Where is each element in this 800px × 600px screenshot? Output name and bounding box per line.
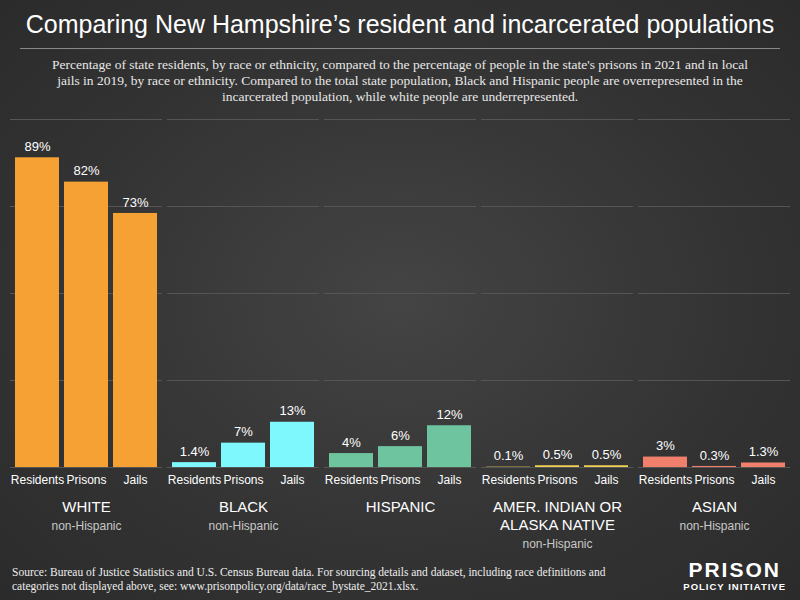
svg-text:6%: 6% xyxy=(391,428,410,443)
svg-text:13%: 13% xyxy=(279,403,305,418)
svg-text:4%: 4% xyxy=(342,435,361,450)
svg-text:3%: 3% xyxy=(656,438,675,453)
html-text:Percentage of state residents,: Percentage of state residents, by race o… xyxy=(52,57,748,104)
svg-text:WHITE: WHITE xyxy=(62,498,110,515)
html-text:Source: Bureau of Justice Stat: Source: Bureau of Justice Statistics and… xyxy=(12,566,606,592)
svg-text:non-Hispanic: non-Hispanic xyxy=(679,519,749,533)
svg-text:AMER. INDIAN ORALASKA NATIVE: AMER. INDIAN ORALASKA NATIVE xyxy=(493,498,622,533)
svg-text:Prisons: Prisons xyxy=(380,473,420,487)
svg-text:Prisons: Prisons xyxy=(694,473,734,487)
svg-text:Prisons: Prisons xyxy=(66,473,106,487)
svg-text:non-Hispanic: non-Hispanic xyxy=(522,537,592,551)
svg-text:Residents: Residents xyxy=(11,473,64,487)
svg-text:12%: 12% xyxy=(436,407,462,422)
html-text:POLICY INITIATIVE: POLICY INITIATIVE xyxy=(683,581,786,592)
svg-text:Prisons: Prisons xyxy=(537,473,577,487)
svg-text:Jails: Jails xyxy=(594,473,618,487)
html-text:Comparing New Hampshire’s resi: Comparing New Hampshire’s resident and i… xyxy=(25,10,775,38)
svg-text:Residents: Residents xyxy=(168,473,221,487)
svg-text:1.4%: 1.4% xyxy=(180,444,210,459)
svg-text:0.1%: 0.1% xyxy=(494,448,524,463)
svg-text:BLACK: BLACK xyxy=(219,498,268,515)
svg-text:Residents: Residents xyxy=(325,473,378,487)
svg-text:ASIAN: ASIAN xyxy=(692,498,737,515)
svg-text:Jails: Jails xyxy=(437,473,461,487)
svg-text:HISPANIC: HISPANIC xyxy=(366,498,436,515)
svg-text:1.3%: 1.3% xyxy=(749,444,779,459)
svg-text:0.5%: 0.5% xyxy=(592,447,622,462)
svg-text:0.5%: 0.5% xyxy=(543,447,573,462)
svg-text:73%: 73% xyxy=(122,195,148,210)
svg-text:7%: 7% xyxy=(234,424,253,439)
svg-text:Jails: Jails xyxy=(751,473,775,487)
svg-text:89%: 89% xyxy=(24,139,50,154)
svg-text:0.3%: 0.3% xyxy=(700,448,730,463)
svg-text:non-Hispanic: non-Hispanic xyxy=(208,519,278,533)
svg-text:Residents: Residents xyxy=(639,473,692,487)
svg-text:Jails: Jails xyxy=(123,473,147,487)
html-text:PRISON: PRISON xyxy=(688,558,781,581)
svg-text:Prisons: Prisons xyxy=(223,473,263,487)
svg-text:82%: 82% xyxy=(73,163,99,178)
svg-text:non-Hispanic: non-Hispanic xyxy=(51,519,121,533)
svg-text:Jails: Jails xyxy=(280,473,304,487)
svg-text:Residents: Residents xyxy=(482,473,535,487)
